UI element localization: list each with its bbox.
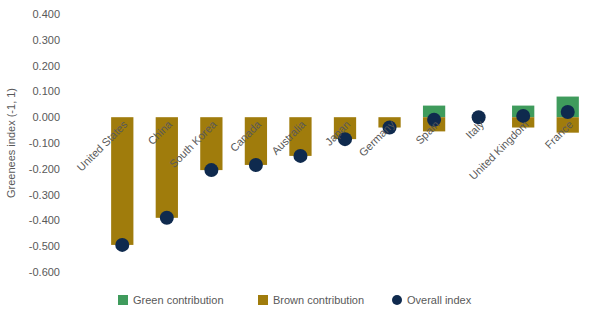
y-tick-label: -0.600 <box>29 266 60 278</box>
plot-area <box>111 97 579 252</box>
x-tick-label: South Korea <box>167 118 219 170</box>
x-tick-label: Spain <box>413 118 441 146</box>
x-tick-label: United Kingdom <box>467 118 531 182</box>
chart: 0.400 0.300 0.200 0.100 0.000 -0.100 -0.200 -0.… <box>0 0 600 314</box>
y-tick-label: 0.100 <box>32 85 60 97</box>
point <box>249 158 263 172</box>
point <box>293 149 307 163</box>
y-axis-label: Greenees index (-1, 1) <box>5 88 17 198</box>
x-tick-label: France <box>542 118 575 151</box>
x-tick-label: Germany <box>356 118 397 159</box>
x-tick-label: Australia <box>269 118 308 157</box>
legend-label: Green contribution <box>133 294 224 306</box>
y-tick-label: 0.400 <box>32 8 60 20</box>
y-tick-label: 0.300 <box>32 34 60 46</box>
point <box>115 238 129 252</box>
point <box>561 105 575 119</box>
legend-marker <box>118 295 128 305</box>
x-tick-label: China <box>145 118 174 147</box>
y-tick-label: 0.200 <box>32 60 60 72</box>
x-tick-label: United States <box>74 118 130 174</box>
legend-label: Brown contribution <box>273 294 364 306</box>
x-tick-label: Canada <box>228 118 264 154</box>
y-tick-label: -0.500 <box>29 240 60 252</box>
y-tick-label: -0.100 <box>29 137 60 149</box>
y-tick-label: 0.000 <box>32 111 60 123</box>
x-tick-label: Japan <box>323 118 353 148</box>
y-tick-label: -0.400 <box>29 214 60 226</box>
point <box>160 211 174 225</box>
x-tick-label: Italy <box>463 118 486 141</box>
y-tick-label: -0.300 <box>29 189 60 201</box>
y-tick-label: -0.200 <box>29 163 60 175</box>
legend-marker <box>258 295 268 305</box>
legend-marker <box>392 295 402 305</box>
point <box>204 163 218 177</box>
legend-label: Overall index <box>407 294 472 306</box>
